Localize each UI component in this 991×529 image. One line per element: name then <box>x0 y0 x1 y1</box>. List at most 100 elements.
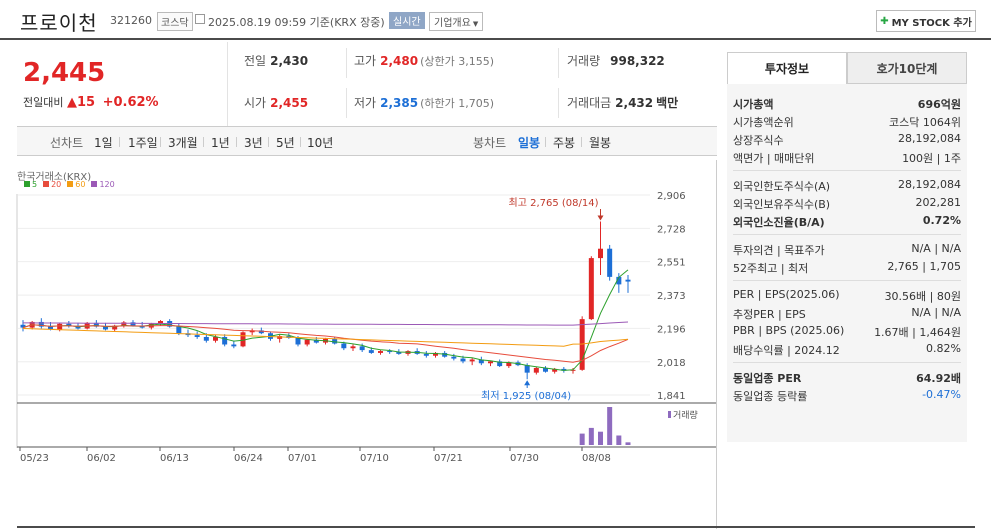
corp-overview-dropdown[interactable]: 기업개요 ▼ <box>429 12 484 31</box>
invest-row-value: 0.82% <box>926 342 961 355</box>
stock-header: 프로이천 321260 코스닥 2025.08.19 09:59 기준(KRX … <box>0 0 991 40</box>
invest-row-value: 1.67배 | 1,464원 <box>874 326 961 339</box>
invest-row-label: 동일업종 PER <box>733 372 802 385</box>
invest-row: 액면가 | 매매단위 100원 | 1주 <box>733 150 961 168</box>
tab-1w[interactable]: 1주일 <box>128 136 158 150</box>
tab-monthly[interactable]: 월봉 <box>589 136 612 150</box>
price-summary: 전일 2,430 고가 2,480 (상한가 3,155) 거래량 998,322 시가… <box>227 42 717 126</box>
open-price: 시가 2,455 <box>244 96 309 110</box>
invest-row-label: 투자의견 | 목표주가 <box>733 244 825 257</box>
invest-row-value: 30.56배 | 80원 <box>884 290 961 303</box>
price-change: 전일대비 ▲15 +0.62% <box>23 94 159 110</box>
invest-row-label: 시가총액순위 <box>733 116 794 129</box>
invest-row-value: 696억원 <box>917 98 961 111</box>
low-price: 저가 2,385 (하한가 1,705) <box>354 96 494 110</box>
tab-weekly[interactable]: 주봉 <box>553 136 576 150</box>
invest-row: 52주최고 | 최저 2,765 | 1,705 <box>733 260 961 278</box>
tab-daily[interactable]: 일봉 <box>518 136 541 150</box>
invest-row-value: 28,192,084 <box>898 178 961 191</box>
volume: 거래량 998,322 <box>567 54 665 68</box>
invest-row-value: 100원 | 1주 <box>902 152 961 165</box>
realtime-button[interactable]: 실시간 <box>389 12 425 29</box>
add-mystock-label: MY STOCK 추가 <box>891 17 972 29</box>
current-price-box: 2,445 전일대비 ▲15 +0.62% <box>17 42 227 126</box>
change-amount: 15 <box>76 95 96 110</box>
tab-1y[interactable]: 1년 <box>211 136 230 150</box>
legend-ma-20: 20 <box>43 180 61 189</box>
line-chart-label: 선차트 <box>50 136 84 150</box>
invest-row-value: N/A | N/A <box>911 242 961 255</box>
chart-period-tabs: 선차트 1일 1주일 3개월 1년 3년 5년 10년 봉차트 일봉 주봉 월봉 <box>17 126 717 156</box>
invest-row: PER | EPS(2025.06) 30.56배 | 80원 <box>733 288 961 306</box>
tab-1d[interactable]: 1일 <box>94 136 113 150</box>
invest-row: 외국인한도주식수(A) 28,192,084 <box>733 178 961 196</box>
tab-3y[interactable]: 3년 <box>244 136 263 150</box>
invest-row: 시가총액순위 코스닥 1064위 <box>733 114 961 132</box>
legend-ma-60: 60 <box>67 180 85 189</box>
invest-row-label: 외국인소진율(B/A) <box>733 216 825 229</box>
chevron-down-icon: ▼ <box>472 20 479 28</box>
section-divider <box>733 234 961 235</box>
invest-row: 투자의견 | 목표주가 N/A | N/A <box>733 242 961 260</box>
invest-row: 외국인소진율(B/A) 0.72% <box>733 214 961 232</box>
invest-row: 동일업종 PER 64.92배 <box>733 370 961 388</box>
invest-row: 배당수익률 | 2024.12 0.82% <box>733 342 961 360</box>
stock-name: 프로이천 <box>20 11 98 35</box>
invest-row-value: 2,765 | 1,705 <box>887 260 961 273</box>
tab-orderbook[interactable]: 호가10단계 <box>847 52 967 84</box>
invest-row-label: 외국인보유주식수(B) <box>733 198 831 211</box>
invest-row: 동일업종 등락률 -0.47% <box>733 388 961 406</box>
corp-overview-label: 기업개요 <box>434 18 471 29</box>
tab-5y[interactable]: 5년 <box>276 136 295 150</box>
invest-row-label: 액면가 | 매매단위 <box>733 152 815 165</box>
add-mystock-button[interactable]: ✚ MY STOCK 추가 <box>876 10 976 32</box>
up-triangle-icon: ▲ <box>66 95 77 110</box>
invest-row-value: N/A | N/A <box>911 306 961 319</box>
invest-row-value: 28,192,084 <box>898 132 961 145</box>
current-price: 2,445 <box>23 58 106 88</box>
invest-row: 추정PER | EPS N/A | N/A <box>733 306 961 324</box>
market-badge: 코스닥 <box>157 12 193 31</box>
change-percent: +0.62% <box>102 95 159 110</box>
invest-row-label: 추정PER | EPS <box>733 308 806 321</box>
high-price: 고가 2,480 (상한가 3,155) <box>354 54 494 68</box>
plus-icon: ✚ <box>880 15 889 27</box>
candle-chart-label: 봉차트 <box>473 136 507 150</box>
datetime-text: 2025.08.19 09:59 기준(KRX 장중) <box>208 16 385 29</box>
invest-row-value: -0.47% <box>922 388 961 401</box>
invest-row: 상장주식수 28,192,084 <box>733 132 961 150</box>
price-chart-area <box>17 160 717 529</box>
invest-row: 외국인보유주식수(B) 202,281 <box>733 196 961 214</box>
section-divider <box>733 280 961 281</box>
invest-row-label: 외국인한도주식수(A) <box>733 180 831 193</box>
calendar-icon <box>195 14 205 24</box>
tab-3m[interactable]: 3개월 <box>168 136 198 150</box>
invest-row: PBR | BPS (2025.06) 1.67배 | 1,464원 <box>733 324 961 342</box>
invest-row-label: 상장주식수 <box>733 134 784 147</box>
invest-row-label: PER | EPS(2025.06) <box>733 288 840 301</box>
change-label: 전일대비 <box>23 96 64 109</box>
invest-row-value: 64.92배 <box>916 372 961 385</box>
invest-row-value: 코스닥 1064위 <box>889 116 961 129</box>
section-divider <box>733 170 961 171</box>
invest-row-label: 시가총액 <box>733 98 774 111</box>
invest-row-value: 0.72% <box>922 214 961 227</box>
section-divider <box>733 362 961 363</box>
invest-row-label: 동일업종 등락률 <box>733 390 808 403</box>
prev-close: 전일 2,430 <box>244 54 309 68</box>
invest-row: 시가총액 696억원 <box>733 96 961 114</box>
market-label: 한국거래소(KRX) <box>17 172 92 183</box>
invest-row-label: 배당수익률 | 2024.12 <box>733 344 840 357</box>
trade-amount: 거래대금 2,432 백만 <box>567 96 679 110</box>
stock-code: 321260 <box>110 14 152 27</box>
invest-row-value: 202,281 <box>915 196 962 209</box>
legend-ma-120: 120 <box>91 180 115 189</box>
invest-row-label: 52주최고 | 최저 <box>733 262 809 275</box>
tab-invest-info[interactable]: 투자정보 <box>727 52 847 84</box>
invest-row-label: PBR | BPS (2025.06) <box>733 324 845 337</box>
tab-10y[interactable]: 10년 <box>307 136 334 150</box>
bottom-divider <box>17 526 975 528</box>
ma-legend: 5 20 60 120 <box>24 180 121 189</box>
legend-ma-5: 5 <box>24 180 37 189</box>
